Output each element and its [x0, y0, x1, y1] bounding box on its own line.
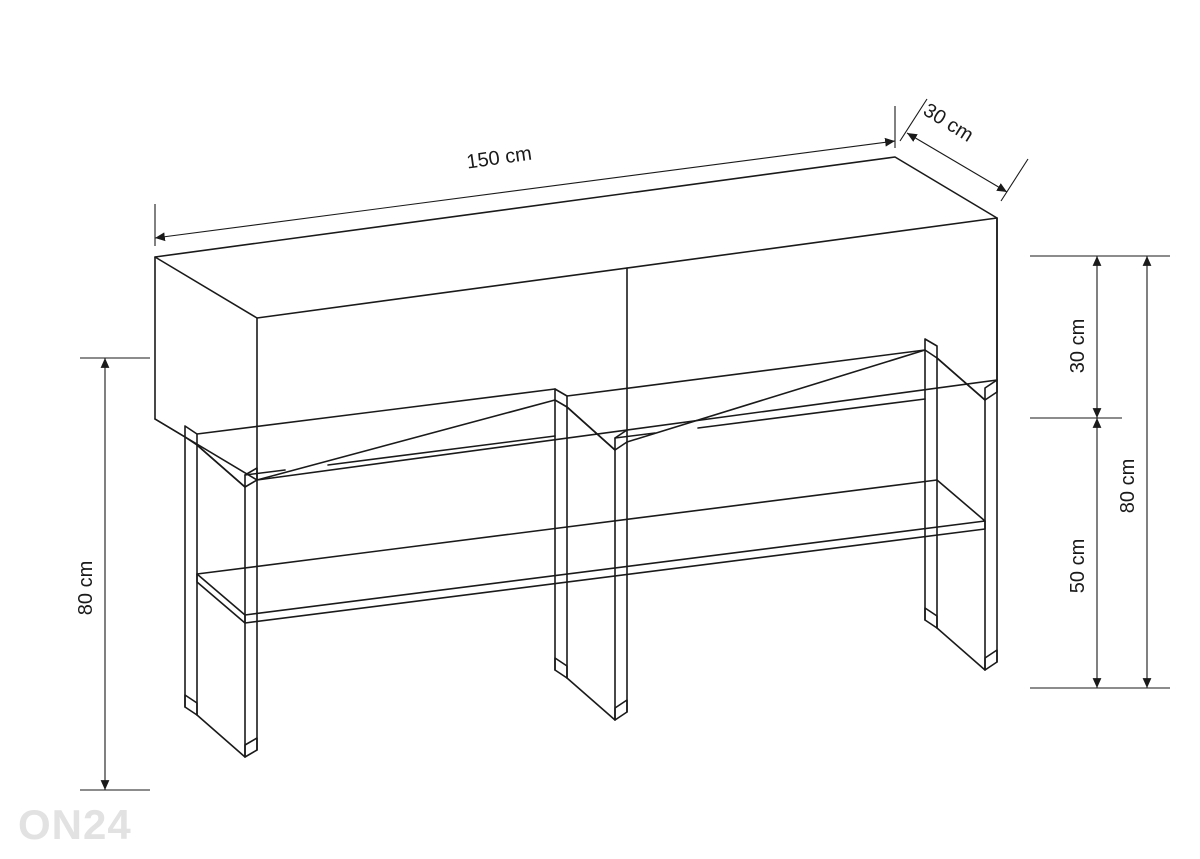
furniture-outline: [155, 157, 997, 757]
watermark: ON24: [18, 801, 132, 849]
svg-text:50 cm: 50 cm: [1067, 539, 1089, 593]
svg-text:30 cm: 30 cm: [1067, 319, 1089, 373]
svg-text:150 cm: 150 cm: [465, 143, 533, 174]
svg-text:80 cm: 80 cm: [1117, 459, 1139, 513]
furniture-diagram: 150 cm 30 cm 30 cm 50 cm 80 cm 80 cm: [0, 0, 1200, 859]
svg-text:80 cm: 80 cm: [75, 561, 97, 615]
svg-text:30 cm: 30 cm: [919, 99, 977, 147]
